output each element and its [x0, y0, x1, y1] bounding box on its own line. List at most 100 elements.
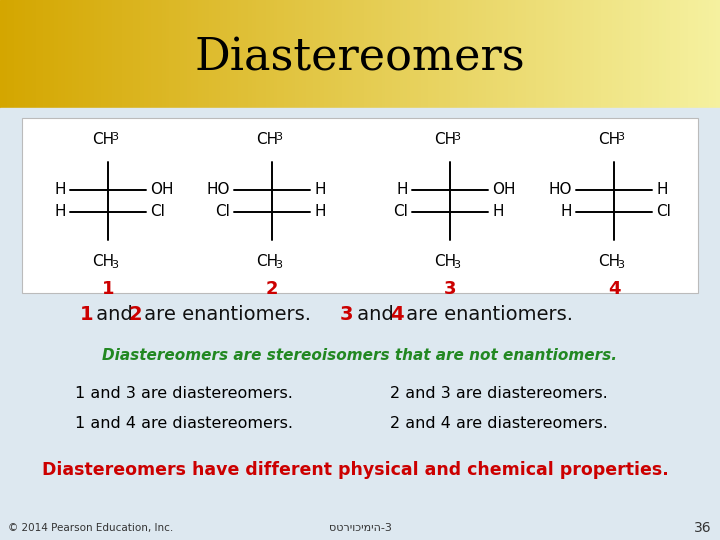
Bar — [248, 0, 252, 108]
Text: and: and — [90, 306, 139, 325]
Text: 3: 3 — [454, 132, 461, 141]
Bar — [454, 0, 457, 108]
Bar — [439, 0, 443, 108]
Bar — [54, 0, 58, 108]
Bar — [68, 0, 72, 108]
Bar — [464, 0, 468, 108]
Bar — [670, 0, 673, 108]
Bar — [443, 0, 446, 108]
Bar — [7, 0, 11, 108]
Bar — [97, 0, 101, 108]
Bar — [328, 0, 331, 108]
Bar — [18, 0, 22, 108]
Bar — [144, 0, 148, 108]
Bar — [0, 0, 4, 108]
Bar — [151, 0, 155, 108]
Bar — [392, 0, 396, 108]
Bar — [598, 0, 601, 108]
Bar — [25, 0, 29, 108]
Bar — [270, 0, 274, 108]
Text: 2: 2 — [128, 306, 142, 325]
Bar — [662, 0, 666, 108]
Bar — [209, 0, 212, 108]
Bar — [115, 0, 119, 108]
Text: H: H — [397, 182, 408, 197]
Bar — [706, 0, 709, 108]
Bar — [522, 0, 526, 108]
Bar — [374, 0, 378, 108]
Bar — [292, 0, 295, 108]
Bar — [493, 0, 497, 108]
Text: 3: 3 — [618, 132, 624, 141]
Bar — [479, 0, 482, 108]
Bar — [634, 0, 637, 108]
Bar — [360, 0, 364, 108]
Bar — [50, 0, 54, 108]
Bar — [475, 0, 479, 108]
Text: 1: 1 — [102, 280, 114, 298]
Bar — [691, 0, 695, 108]
Bar — [140, 0, 144, 108]
Bar — [655, 0, 659, 108]
Bar — [500, 0, 504, 108]
Bar — [565, 0, 569, 108]
Bar — [288, 0, 292, 108]
Bar — [241, 0, 245, 108]
Bar — [468, 0, 472, 108]
Bar — [504, 0, 508, 108]
Bar — [238, 0, 241, 108]
Bar — [76, 0, 79, 108]
Bar — [61, 0, 65, 108]
Bar — [616, 0, 619, 108]
Bar — [191, 0, 194, 108]
Text: CH: CH — [598, 132, 620, 147]
Bar — [148, 0, 151, 108]
Bar — [173, 0, 176, 108]
Bar — [94, 0, 97, 108]
Bar — [299, 0, 302, 108]
Text: © 2014 Pearson Education, Inc.: © 2014 Pearson Education, Inc. — [8, 523, 174, 533]
Bar — [166, 0, 169, 108]
Bar — [518, 0, 522, 108]
Bar — [162, 0, 166, 108]
Bar — [536, 0, 540, 108]
Bar — [112, 0, 115, 108]
Text: CH: CH — [92, 132, 114, 147]
Bar — [562, 0, 565, 108]
Bar — [605, 0, 608, 108]
Bar — [367, 0, 371, 108]
Bar — [295, 0, 299, 108]
Bar — [709, 0, 713, 108]
Bar — [382, 0, 385, 108]
Bar — [569, 0, 572, 108]
Text: 3: 3 — [618, 260, 624, 269]
Bar — [641, 0, 644, 108]
Text: Diastereomers: Diastereomers — [194, 36, 526, 79]
Bar — [122, 0, 126, 108]
Text: 3: 3 — [276, 260, 282, 269]
Bar — [432, 0, 436, 108]
Bar — [259, 0, 263, 108]
Bar — [533, 0, 536, 108]
Bar — [540, 0, 544, 108]
Text: CH: CH — [434, 132, 456, 147]
Bar — [266, 0, 270, 108]
Bar — [137, 0, 140, 108]
Bar — [335, 0, 338, 108]
Bar — [302, 0, 306, 108]
Bar — [324, 0, 328, 108]
Bar — [22, 0, 25, 108]
Bar — [317, 0, 320, 108]
Text: Diastereomers have different physical and chemical properties.: Diastereomers have different physical an… — [42, 461, 668, 479]
Bar — [684, 0, 688, 108]
Bar — [648, 0, 652, 108]
Bar — [187, 0, 191, 108]
Bar — [612, 0, 616, 108]
Bar — [425, 0, 428, 108]
Text: Cl: Cl — [393, 204, 408, 219]
Bar — [461, 0, 464, 108]
Bar — [576, 0, 580, 108]
Bar — [515, 0, 518, 108]
Text: 3: 3 — [444, 280, 456, 298]
Bar — [126, 0, 130, 108]
